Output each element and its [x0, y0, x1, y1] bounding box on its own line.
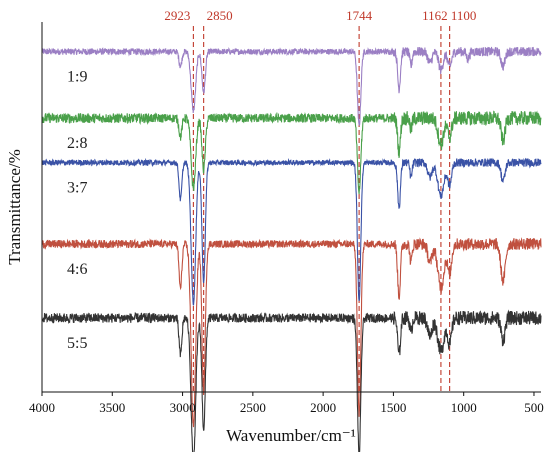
series-label-2-8: 2:8	[67, 135, 87, 152]
x-ticks: 4000 3500 3000 2500 2000 1500 1000 500	[29, 392, 544, 415]
spectra-series	[41, 46, 542, 452]
series-label-4-6: 4:6	[67, 261, 87, 278]
x-tick-label-2500: 2500	[240, 400, 266, 415]
spectrum-line-3-7	[41, 157, 542, 306]
series-label-5-5: 5:5	[67, 335, 87, 352]
reference-label-2923: 2923	[164, 8, 190, 23]
x-axis-title: Wavenumber/cm⁻¹	[226, 426, 356, 445]
series-label-1-9: 1:9	[67, 69, 87, 86]
x-tick-label-500: 500	[524, 400, 544, 415]
spectrum-line-2-8	[41, 110, 542, 195]
axes	[41, 22, 541, 393]
spectrum-line-1-9	[41, 46, 542, 126]
x-tick-label-4000: 4000	[29, 400, 55, 415]
x-tick-label-2000: 2000	[310, 400, 336, 415]
reference-label-1100: 1100	[451, 8, 477, 23]
spectrum-line-4-6	[41, 237, 542, 428]
reference-lines: 2923 2850 1744 1162 1100	[164, 8, 476, 392]
reference-label-1744: 1744	[346, 8, 373, 23]
y-axis-title: Transmittance/%	[5, 149, 24, 265]
spectrum-line-5-5	[41, 309, 542, 452]
reference-label-1162: 1162	[422, 8, 448, 23]
series-label-3-7: 3:7	[67, 180, 87, 197]
x-tick-label-3500: 3500	[99, 400, 125, 415]
x-tick-label-3000: 3000	[170, 400, 196, 415]
x-tick-label-1500: 1500	[380, 400, 406, 415]
reference-label-2850: 2850	[207, 8, 233, 23]
x-tick-label-1000: 1000	[451, 400, 477, 415]
series-labels: 1:9 2:8 3:7 4:6 5:5	[67, 69, 87, 352]
